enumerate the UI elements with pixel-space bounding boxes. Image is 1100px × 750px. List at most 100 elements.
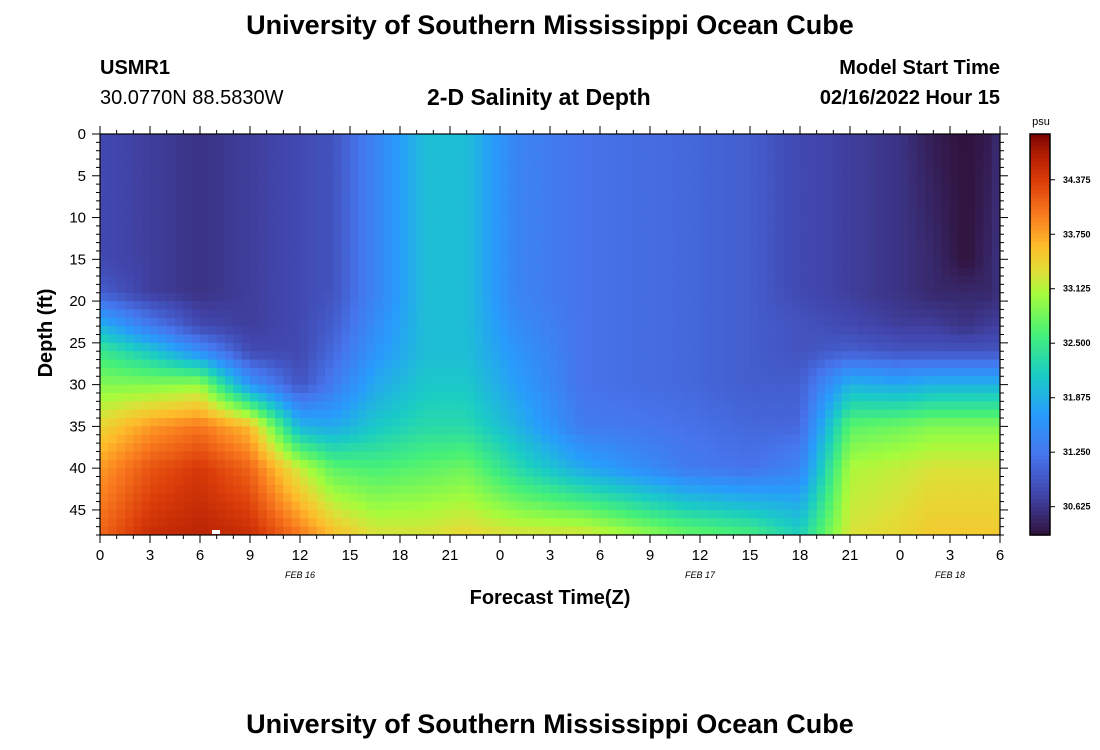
heatmap-cell [766,234,776,244]
heatmap-cell [566,367,576,377]
heatmap-cell [750,359,759,369]
heatmap-cell [633,267,643,277]
heatmap-cell [433,484,443,494]
heatmap-cell [383,217,393,227]
heatmap-cell [633,225,643,235]
heatmap-cell [350,476,359,486]
heatmap-cell [941,259,951,269]
heatmap-cell [450,401,459,411]
heatmap-cell [708,451,718,461]
heatmap-cell [133,175,143,185]
heatmap-cell [191,267,201,277]
heatmap-cell [641,134,651,143]
heatmap-cell [433,276,443,285]
heatmap-cell [216,401,226,411]
heatmap-cell [475,175,484,185]
heatmap-cell [200,167,209,177]
heatmap-cell [883,509,893,519]
heatmap-cell [833,392,843,402]
heatmap-cell [625,184,634,194]
heatmap-cell [908,359,918,369]
heatmap-cell [600,134,609,143]
heatmap-cell [433,426,443,436]
heatmap-cell [916,409,926,419]
heatmap-cell [150,200,159,210]
heatmap-cell [866,209,876,219]
heatmap-cell [233,326,243,336]
heatmap-cell [325,284,334,294]
heatmap-cell [841,267,851,277]
heatmap-cell [483,384,493,394]
heatmap-cell [225,351,234,361]
heatmap-cell [191,317,201,327]
heatmap-cell [100,192,109,202]
heatmap-cell [783,493,793,503]
heatmap-cell [625,192,634,202]
heatmap-cell [141,401,151,411]
heatmap-cell [141,192,151,202]
heatmap-cell [341,401,351,411]
heatmap-cell [858,418,868,427]
heatmap-cell [791,451,801,461]
heatmap-cell [516,426,526,436]
heatmap-cell [225,175,234,185]
heatmap-cell [400,451,409,461]
heatmap-cell [300,284,309,294]
heatmap-cell [858,134,868,143]
station-id: USMR1 [100,57,171,79]
heatmap-cell [541,501,551,511]
heatmap-cell [800,334,809,344]
heatmap-cell [941,434,951,444]
heatmap-cell [491,443,501,453]
heatmap-cell [408,468,418,478]
heatmap-cell [125,326,134,336]
heatmap-cell [791,392,801,402]
heatmap-cell [691,359,701,369]
heatmap-cell [533,434,543,444]
heatmap-cell [225,159,234,169]
heatmap-cell [141,267,151,277]
heatmap-cell [391,409,401,419]
heatmap-cell [741,242,751,252]
heatmap-cell [341,150,351,160]
heatmap-cell [916,526,926,535]
heatmap-cell [608,384,618,394]
heatmap-cell [133,434,143,444]
heatmap-cell [600,367,609,377]
heatmap-cell [666,476,676,486]
heatmap-cell [908,392,918,402]
heatmap-cell [816,317,826,327]
heatmap-cell [583,359,593,369]
heatmap-cell [250,217,259,227]
heatmap-cell [208,443,218,453]
heatmap-cell [458,501,468,511]
heatmap-cell [550,409,559,419]
heatmap-cell [366,418,376,427]
heatmap-cell [591,276,601,285]
heatmap-cell [608,242,618,252]
heatmap-cell [900,342,909,352]
heatmap-cell [716,518,726,528]
heatmap-cell [933,309,943,319]
heatmap-cell [666,509,676,519]
heatmap-cell [950,376,959,386]
heatmap-cell [391,184,401,194]
heatmap-cell [825,242,834,252]
heatmap-cell [566,209,576,219]
heatmap-cell [541,267,551,277]
heatmap-cell [258,234,268,244]
heatmap-cell [833,384,843,394]
heatmap-cell [691,200,701,210]
heatmap-cell [175,192,184,202]
heatmap-cell [616,409,626,419]
heatmap-cell [616,451,626,461]
heatmap-cell [183,234,193,244]
heatmap-cell [308,292,318,302]
heatmap-cell [900,317,909,327]
heatmap-cell [758,468,768,478]
heatmap-cell [183,401,193,411]
heatmap-cell [650,484,659,494]
heatmap-cell [708,443,718,453]
heatmap-cell [758,192,768,202]
heatmap-cell [358,200,368,210]
